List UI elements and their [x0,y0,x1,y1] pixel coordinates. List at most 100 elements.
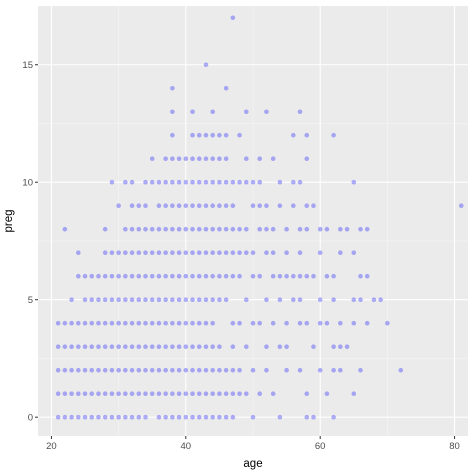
data-point [257,273,263,279]
data-point [277,203,283,209]
data-point [156,203,162,209]
data-point [230,320,236,326]
data-point [257,226,263,232]
data-point [210,156,215,162]
data-point [143,414,148,420]
data-point [109,344,115,350]
data-point [217,156,222,162]
data-point [291,179,296,185]
data-point [190,273,195,279]
data-point [203,367,209,373]
data-point [62,320,68,326]
data-point [96,414,101,420]
data-point [243,391,249,397]
data-point [89,297,95,303]
data-point [203,391,209,397]
data-point [230,15,236,21]
data-point [203,203,209,209]
data-point [136,226,142,232]
data-point [264,203,269,209]
data-point [156,320,162,326]
data-point [223,226,229,232]
data-point [230,391,236,397]
data-point [170,250,175,256]
data-point [129,344,135,350]
data-point [176,273,182,279]
data-point [304,320,310,326]
y-tick-label: 15 [22,60,33,71]
data-point [203,273,209,279]
data-point [297,320,303,326]
data-point [123,367,128,373]
data-point [170,156,175,162]
data-point [163,226,168,232]
data-point [324,226,330,232]
data-point [156,391,162,397]
data-point [156,273,162,279]
data-point [284,344,289,350]
data-point [163,297,168,303]
data-point [96,344,101,350]
data-point [123,344,128,350]
data-point [358,367,363,373]
data-point [163,391,168,397]
data-point [183,297,189,303]
data-point [55,367,61,373]
data-point [176,414,182,420]
data-point [304,203,310,209]
data-point [129,297,135,303]
data-point [237,250,242,256]
data-point [190,391,195,397]
data-point [385,320,390,326]
data-point [257,179,263,185]
data-point [123,391,128,397]
data-point [324,391,330,397]
data-point [358,297,363,303]
data-point [230,179,236,185]
data-point [89,273,95,279]
data-point [237,367,242,373]
data-point [109,367,115,373]
data-point [69,414,74,420]
data-point [143,250,148,256]
data-point [102,273,108,279]
data-point [257,391,263,397]
data-point [304,273,310,279]
data-point [136,414,142,420]
data-point [277,297,283,303]
data-point [69,367,74,373]
data-point [223,250,229,256]
data-point [237,226,242,232]
data-point [196,226,202,232]
data-point [170,203,175,209]
data-point [62,367,68,373]
data-point [129,367,135,373]
data-point [317,320,323,326]
data-point [123,226,128,232]
data-point [250,179,256,185]
data-point [364,226,370,232]
data-point [116,297,121,303]
data-point [311,273,316,279]
data-point [109,179,115,185]
data-point [317,250,323,256]
data-point [210,273,215,279]
data-point [102,320,108,326]
data-point [217,226,222,232]
data-point [176,367,182,373]
data-point [203,414,209,420]
data-point [210,203,215,209]
data-point [398,367,404,373]
data-point [230,344,236,350]
data-point [338,344,343,350]
data-point [203,250,209,256]
data-point [210,250,215,256]
data-point [109,414,115,420]
data-point [183,179,189,185]
data-point [89,320,95,326]
data-point [129,273,135,279]
data-points [55,15,464,420]
x-tick-label: 40 [181,441,192,452]
data-point [257,156,263,162]
data-point [243,156,249,162]
